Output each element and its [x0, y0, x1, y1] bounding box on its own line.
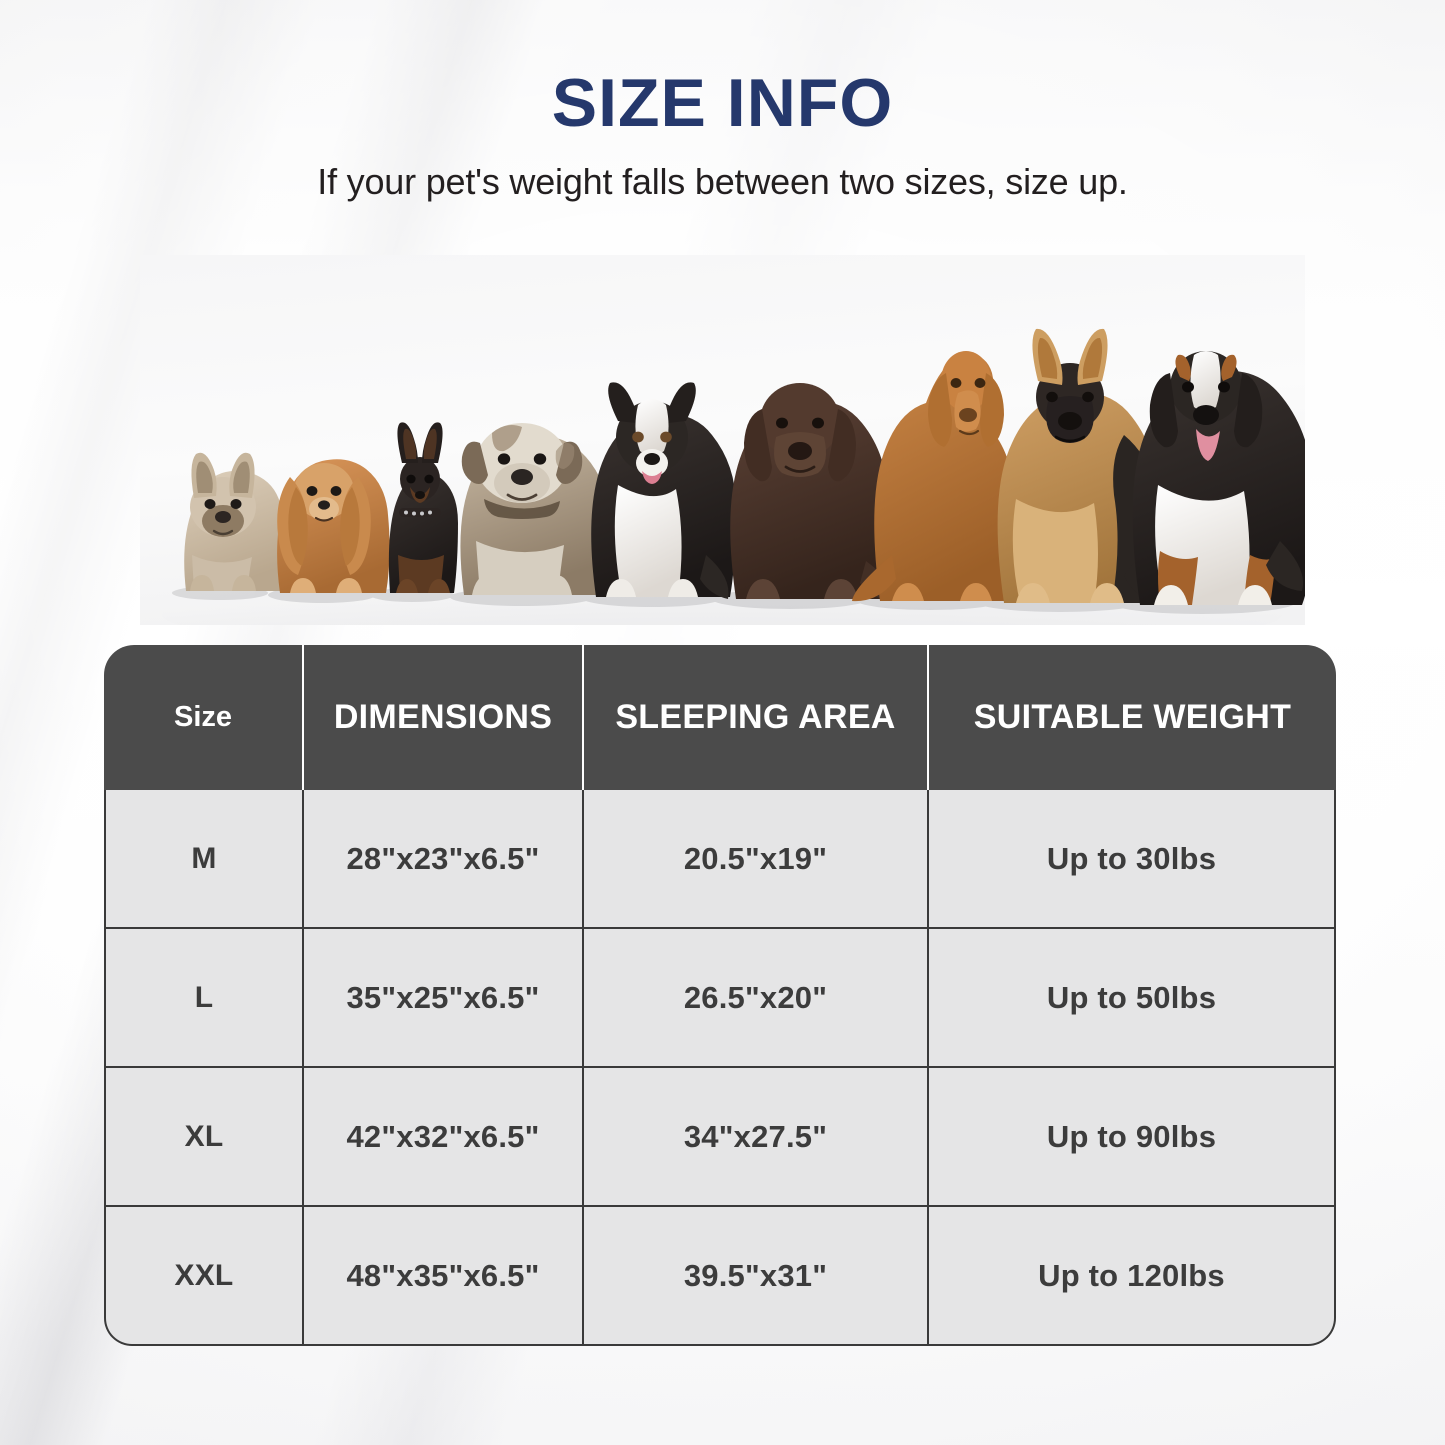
- size-info-table: Size DIMENSIONS SLEEPING AREA SUITABLE W…: [104, 645, 1336, 1346]
- dog-size-comparison-photo: [140, 255, 1305, 625]
- cell-dimensions: 35"x25"x6.5": [304, 929, 584, 1068]
- table-row: XL 42"x32"x6.5" 34"x27.5" Up to 90lbs: [104, 1068, 1336, 1207]
- table-body: M 28"x23"x6.5" 20.5"x19" Up to 30lbs L 3…: [104, 790, 1336, 1346]
- page-title: SIZE INFO: [551, 65, 894, 141]
- cell-sleeping-area: 39.5"x31": [584, 1207, 929, 1346]
- table-row: L 35"x25"x6.5" 26.5"x20" Up to 50lbs: [104, 929, 1336, 1068]
- cell-size: L: [104, 929, 304, 1068]
- cell-dimensions: 28"x23"x6.5": [304, 790, 584, 929]
- cell-sleeping-area: 20.5"x19": [584, 790, 929, 929]
- dog-row-illustration: [140, 255, 1305, 625]
- cell-sleeping-area: 26.5"x20": [584, 929, 929, 1068]
- cell-size: XXL: [104, 1207, 304, 1346]
- cell-suitable-weight: Up to 120lbs: [929, 1207, 1336, 1346]
- header-block: SIZE INFO If your pet's weight falls bet…: [0, 65, 1445, 203]
- cell-size: M: [104, 790, 304, 929]
- size-table-element: Size DIMENSIONS SLEEPING AREA SUITABLE W…: [104, 645, 1336, 1346]
- column-header-suitable-weight: SUITABLE WEIGHT: [929, 645, 1336, 790]
- page-subtitle: If your pet's weight falls between two s…: [317, 161, 1128, 203]
- cell-size: XL: [104, 1068, 304, 1207]
- table-header-row: Size DIMENSIONS SLEEPING AREA SUITABLE W…: [104, 645, 1336, 790]
- cell-sleeping-area: 34"x27.5": [584, 1068, 929, 1207]
- column-header-size: Size: [104, 645, 304, 790]
- table-header: Size DIMENSIONS SLEEPING AREA SUITABLE W…: [104, 645, 1336, 790]
- cell-suitable-weight: Up to 30lbs: [929, 790, 1336, 929]
- cell-dimensions: 48"x35"x6.5": [304, 1207, 584, 1346]
- table-row: XXL 48"x35"x6.5" 39.5"x31" Up to 120lbs: [104, 1207, 1336, 1346]
- cell-suitable-weight: Up to 50lbs: [929, 929, 1336, 1068]
- cell-dimensions: 42"x32"x6.5": [304, 1068, 584, 1207]
- column-header-dimensions: DIMENSIONS: [304, 645, 584, 790]
- cell-suitable-weight: Up to 90lbs: [929, 1068, 1336, 1207]
- table-row: M 28"x23"x6.5" 20.5"x19" Up to 30lbs: [104, 790, 1336, 929]
- column-header-sleeping-area: SLEEPING AREA: [584, 645, 929, 790]
